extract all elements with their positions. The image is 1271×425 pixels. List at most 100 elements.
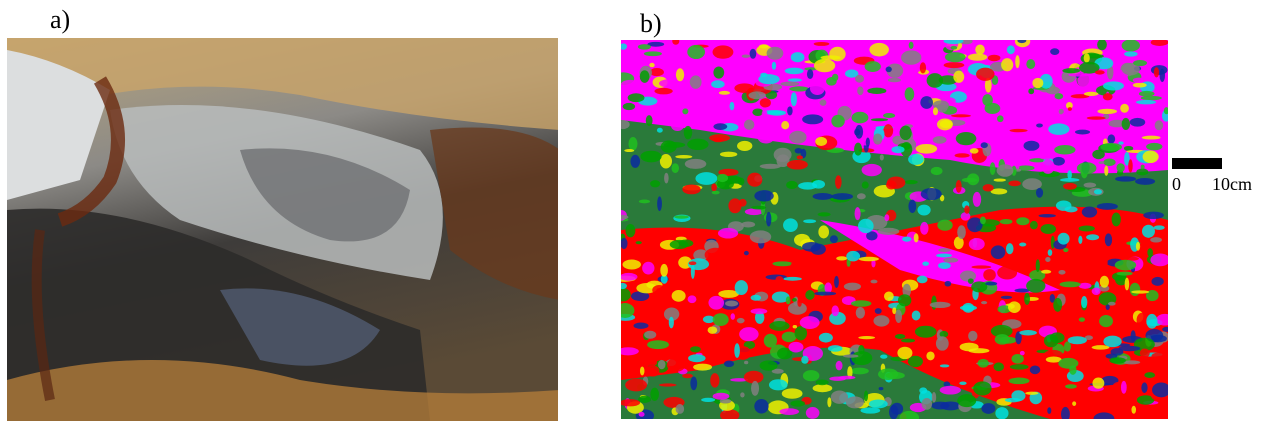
texture-blob — [886, 66, 892, 72]
texture-blob — [905, 87, 915, 101]
texture-blob — [921, 188, 942, 200]
texture-blob — [650, 388, 659, 401]
texture-blob — [937, 220, 952, 231]
texture-blob — [797, 298, 801, 307]
texture-blob — [682, 108, 688, 114]
texture-blob — [1068, 336, 1087, 344]
texture-blob — [644, 51, 662, 56]
texture-blob — [1153, 377, 1172, 382]
texture-blob — [1019, 330, 1037, 335]
texture-blob — [1151, 65, 1168, 75]
texture-blob — [828, 345, 843, 352]
scale-start: 0 — [1172, 174, 1181, 194]
texture-blob — [1154, 225, 1165, 230]
texture-blob — [791, 92, 797, 106]
texture-blob — [1060, 281, 1081, 287]
texture-blob — [871, 118, 888, 121]
texture-blob — [1084, 92, 1098, 96]
texture-blob — [667, 358, 686, 372]
texture-blob — [855, 75, 864, 83]
texture-blob — [917, 205, 930, 216]
texture-blob — [912, 310, 921, 320]
texture-blob — [1142, 136, 1161, 140]
texture-blob — [922, 398, 933, 410]
texture-blob — [625, 379, 647, 392]
texture-blob — [1136, 168, 1148, 175]
texture-blob — [620, 43, 627, 49]
texture-blob — [623, 260, 641, 270]
texture-blob — [701, 398, 715, 402]
texture-blob — [616, 303, 635, 318]
texture-blob — [1048, 249, 1053, 256]
texture-blob — [1115, 176, 1136, 181]
texture-blob — [1130, 118, 1145, 127]
texture-blob — [1156, 314, 1174, 326]
texture-blob — [1142, 225, 1155, 238]
texture-blob — [747, 173, 762, 187]
texture-blob — [870, 280, 877, 284]
texture-blob — [818, 225, 829, 238]
texture-blob — [814, 292, 836, 296]
texture-blob — [744, 119, 754, 129]
texture-blob — [1118, 141, 1123, 144]
texture-blob — [783, 218, 798, 232]
texture-blob — [1025, 392, 1038, 395]
texture-blob — [720, 409, 739, 421]
texture-blob — [1036, 188, 1043, 198]
texture-blob — [968, 331, 977, 341]
texture-blob — [691, 264, 695, 278]
texture-blob — [831, 390, 848, 403]
texture-blob — [869, 43, 889, 57]
texture-blob — [664, 173, 669, 184]
texture-blob — [719, 91, 730, 95]
texture-blob — [993, 147, 1013, 157]
texture-blob — [873, 133, 882, 144]
texture-blob — [652, 285, 666, 295]
texture-blob — [1084, 53, 1090, 62]
texture-blob — [646, 365, 659, 376]
texture-blob — [1136, 100, 1156, 104]
texture-blob — [1133, 60, 1147, 66]
texture-blob — [647, 340, 669, 349]
texture-blob — [807, 69, 813, 79]
texture-blob — [985, 103, 1001, 114]
texture-blob — [919, 387, 927, 393]
texture-blob — [1143, 212, 1164, 219]
texture-blob — [846, 396, 864, 408]
texture-blob — [772, 62, 776, 70]
texture-blob — [854, 129, 860, 136]
texture-blob — [884, 214, 889, 221]
texture-blob — [920, 222, 928, 235]
texture-blob — [983, 269, 996, 281]
texture-blob — [1053, 298, 1062, 312]
texture-blob — [960, 270, 976, 281]
texture-blob — [630, 155, 640, 168]
texture-blob — [1008, 301, 1021, 313]
texture-blob — [981, 142, 988, 148]
texture-blob — [728, 198, 741, 213]
texture-blob — [628, 137, 637, 151]
texture-blob — [618, 283, 627, 289]
texture-blob — [644, 331, 656, 339]
texture-blob — [1079, 317, 1085, 321]
texture-blob — [711, 80, 725, 88]
texture-blob — [754, 399, 768, 414]
texture-blob — [914, 233, 919, 242]
texture-blob — [1078, 236, 1082, 244]
texture-blob — [1150, 237, 1162, 242]
texture-blob — [832, 74, 838, 81]
texture-blob — [957, 225, 966, 239]
texture-blob — [901, 50, 921, 64]
texture-blob — [750, 49, 757, 59]
texture-blob — [936, 336, 949, 350]
texture-blob — [758, 74, 779, 84]
texture-blob — [792, 298, 797, 302]
texture-blob — [996, 87, 1001, 92]
texture-blob — [1039, 214, 1056, 217]
texture-blob — [1017, 38, 1026, 43]
texture-blob — [669, 317, 674, 329]
texture-blob — [940, 386, 961, 395]
texture-blob — [967, 173, 979, 185]
texture-blob — [623, 103, 635, 110]
texture-blob — [769, 321, 789, 331]
